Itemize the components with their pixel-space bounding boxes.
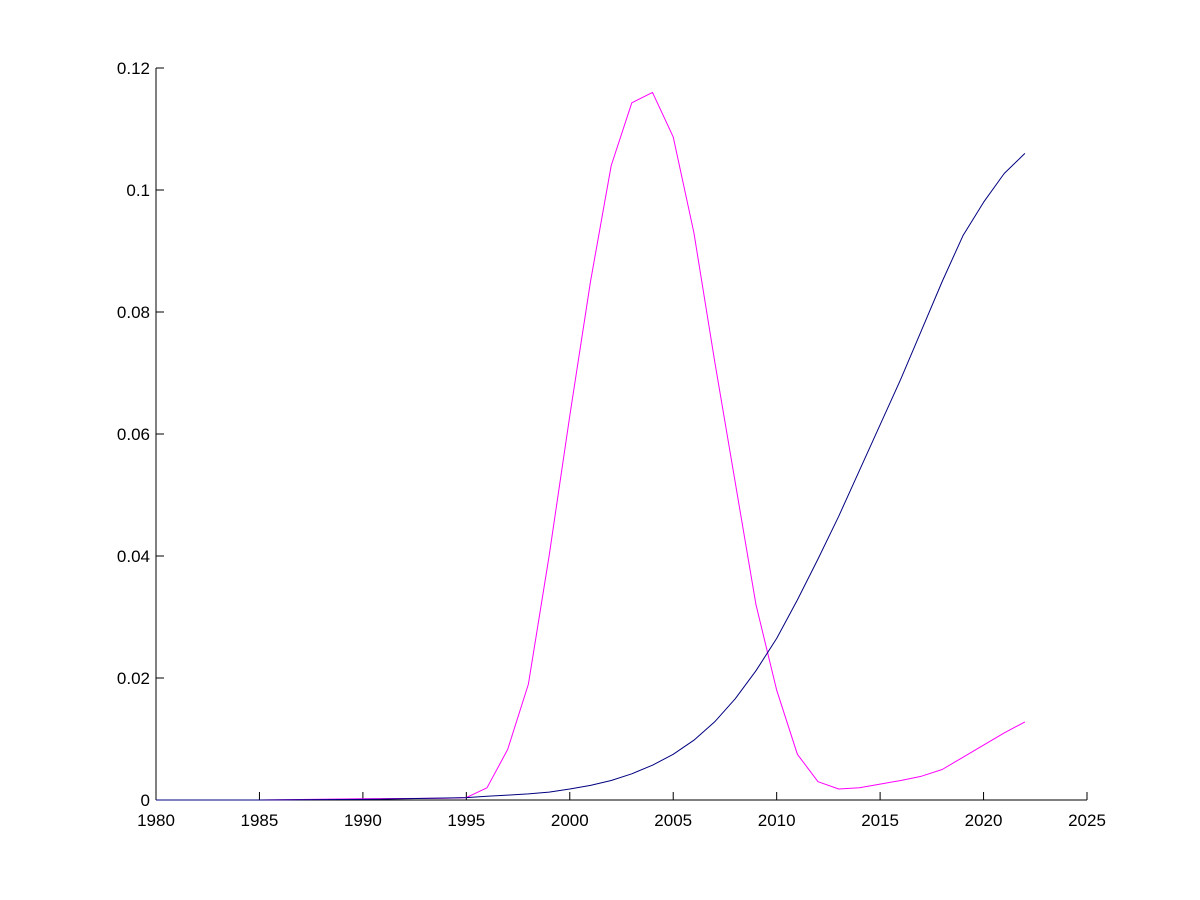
x-tick-label: 2020	[965, 811, 1003, 830]
y-tick-label: 0.1	[126, 181, 150, 200]
y-tick-label: 0.12	[117, 59, 150, 78]
x-axis-ticks: 1980 1985 1990 1995 2000 2005 2010 2015 2020 2025	[137, 792, 1106, 830]
y-tick-label: 0	[141, 791, 150, 810]
x-tick-label: 2025	[1068, 811, 1106, 830]
series-line-2	[156, 153, 1026, 801]
x-tick-label: 1980	[137, 811, 175, 830]
x-tick-label: 2005	[654, 811, 692, 830]
x-tick-label: 1995	[447, 811, 485, 830]
x-tick-label: 1990	[344, 811, 382, 830]
y-tick-label: 0.08	[117, 303, 150, 322]
y-axis-ticks: 0 0.02 0.04 0.06 0.08 0.1 0.12	[117, 59, 164, 810]
x-tick-label: 2000	[551, 811, 589, 830]
x-tick-label: 2015	[861, 811, 899, 830]
plot-lines	[156, 91, 1026, 801]
x-tick-label: 2010	[758, 811, 796, 830]
y-tick-label: 0.06	[117, 425, 150, 444]
series-line-1	[156, 91, 1026, 801]
y-tick-label: 0.04	[117, 547, 150, 566]
y-tick-label: 0.02	[117, 669, 150, 688]
x-tick-label: 1985	[241, 811, 279, 830]
